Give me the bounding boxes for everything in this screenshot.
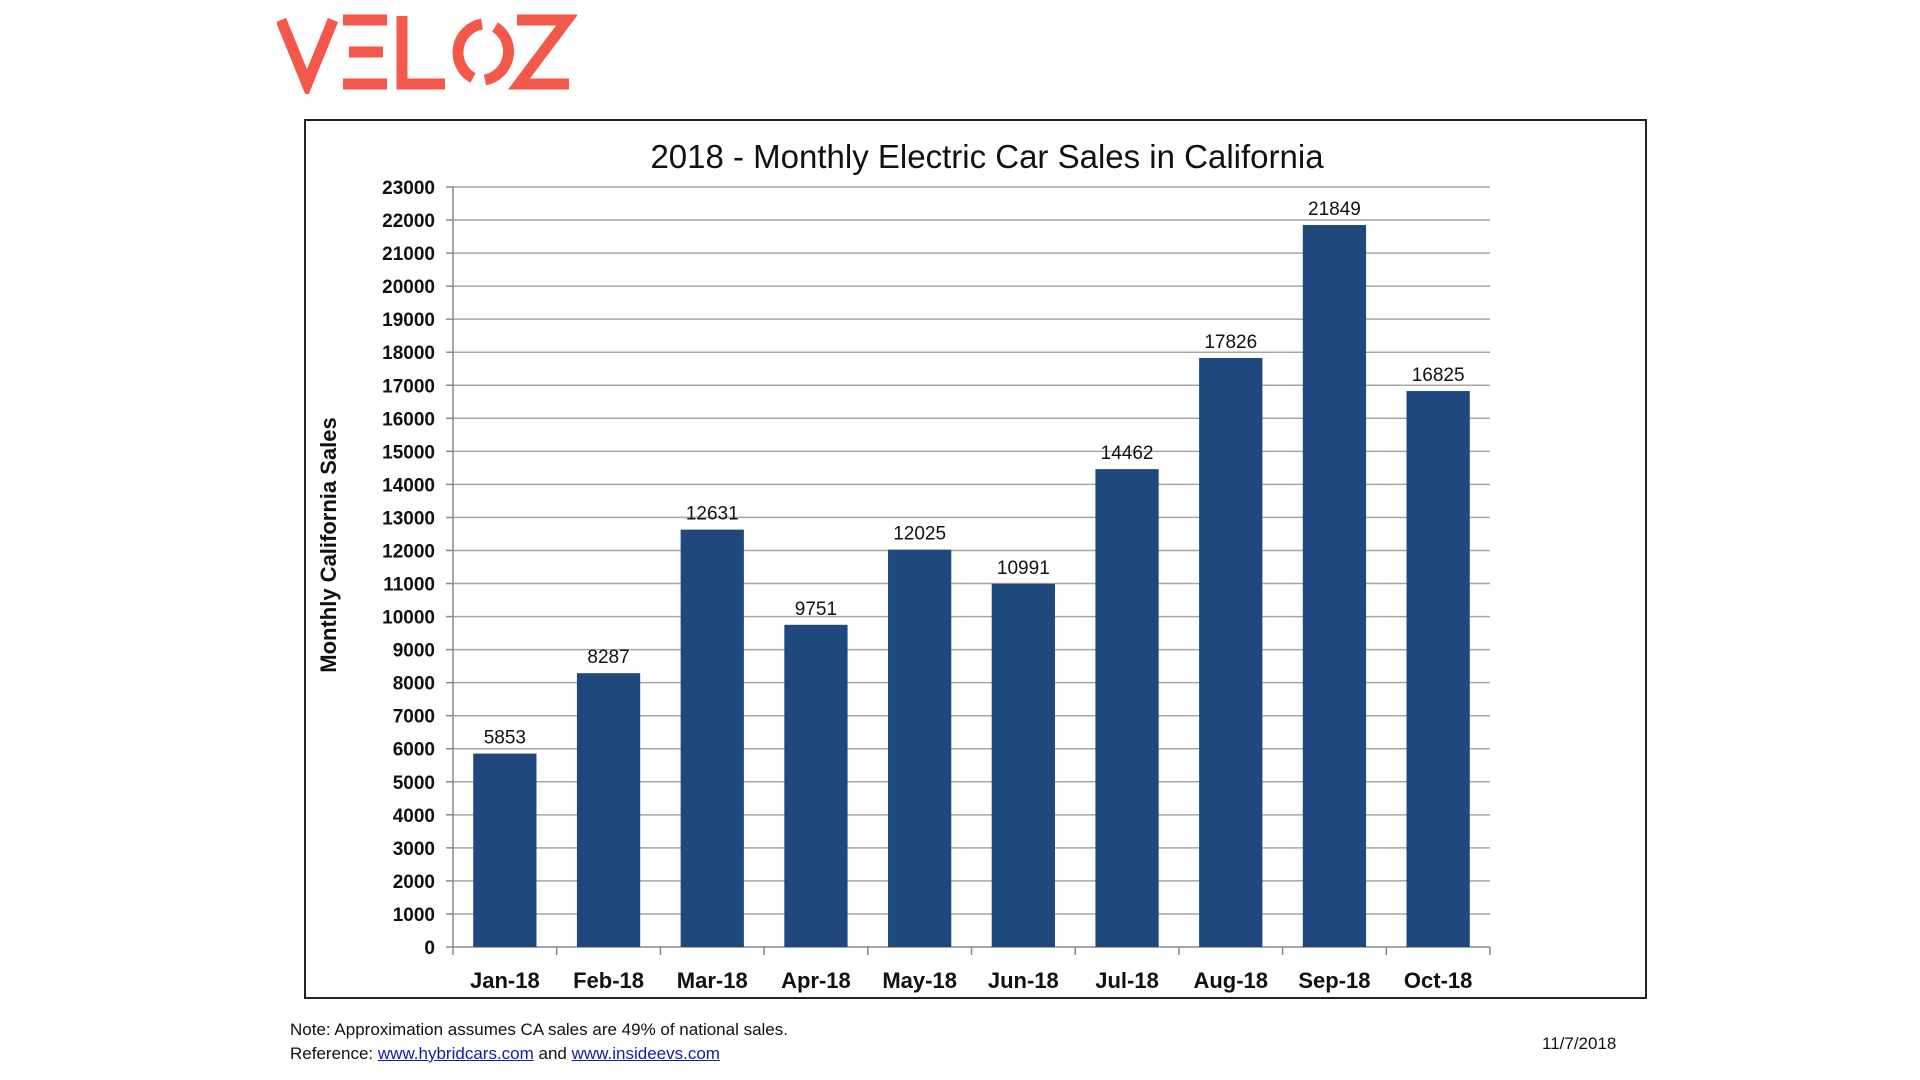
y-tick-label: 12000 xyxy=(382,541,435,562)
y-tick-label: 20000 xyxy=(382,277,435,298)
footer-reference: Reference: www.hybridcars.com and www.in… xyxy=(290,1044,720,1064)
bar-feb-18 xyxy=(576,673,641,947)
data-label: 17826 xyxy=(1204,332,1257,353)
y-tick-label: 7000 xyxy=(393,707,435,728)
insideevs-link[interactable]: www.insideevs.com xyxy=(571,1044,720,1063)
y-axis-label: Monthly California Sales xyxy=(316,417,341,673)
x-tick-label: Feb-18 xyxy=(573,968,644,993)
x-tick-label: Jul-18 xyxy=(1095,968,1159,993)
y-tick-label: 18000 xyxy=(382,343,435,364)
y-tick-label: 3000 xyxy=(393,839,435,860)
y-tick-label: 17000 xyxy=(382,376,435,397)
footer-note: Note: Approximation assumes CA sales are… xyxy=(290,1020,788,1039)
bar-sep-18 xyxy=(1302,225,1367,947)
data-label: 12025 xyxy=(893,524,946,545)
bar-jan-18 xyxy=(473,753,537,947)
y-tick-label: 2000 xyxy=(393,872,435,893)
data-label: 12631 xyxy=(686,504,739,525)
y-tick-label: 0 xyxy=(424,938,435,959)
veloz-logo xyxy=(277,14,577,94)
bar-apr-18 xyxy=(784,624,848,947)
y-tick-label: 9000 xyxy=(393,641,435,662)
y-tick-label: 10000 xyxy=(382,608,435,629)
x-tick-label: Sep-18 xyxy=(1298,968,1370,993)
x-tick-label: Jun-18 xyxy=(988,968,1059,993)
y-tick-label: 15000 xyxy=(382,442,435,463)
data-label: 14462 xyxy=(1101,443,1154,464)
chart-title: 2018 - Monthly Electric Car Sales in Cal… xyxy=(650,138,1324,175)
reference-label: Reference: xyxy=(290,1044,374,1063)
x-tick-label: Jan-18 xyxy=(470,968,540,993)
bar-mar-18 xyxy=(680,529,744,947)
x-tick-label: Aug-18 xyxy=(1193,968,1268,993)
data-label: 5853 xyxy=(484,728,526,749)
y-tick-label: 5000 xyxy=(393,773,435,794)
data-label: 16825 xyxy=(1412,365,1465,386)
data-label: 9751 xyxy=(795,599,837,620)
bar-jun-18 xyxy=(991,583,1055,947)
bar-jul-18 xyxy=(1095,469,1159,947)
y-tick-label: 19000 xyxy=(382,310,435,331)
y-tick-label: 1000 xyxy=(393,905,435,926)
y-tick-label: 8000 xyxy=(393,674,435,695)
y-tick-label: 4000 xyxy=(393,806,435,827)
data-label: 21849 xyxy=(1308,199,1361,220)
y-tick-label: 13000 xyxy=(382,508,435,529)
hybridcars-link[interactable]: www.hybridcars.com xyxy=(377,1044,534,1063)
bar-oct-18 xyxy=(1406,391,1470,948)
y-tick-label: 22000 xyxy=(382,211,435,232)
data-label: 8287 xyxy=(587,647,629,668)
y-tick-label: 23000 xyxy=(382,178,435,199)
y-tick-label: 14000 xyxy=(382,475,435,496)
x-tick-label: Oct-18 xyxy=(1404,968,1472,993)
y-tick-label: 11000 xyxy=(383,575,435,596)
y-tick-label: 6000 xyxy=(393,740,435,761)
date-stamp: 11/7/2018 xyxy=(1542,1034,1617,1053)
bar-aug-18 xyxy=(1199,357,1263,948)
y-tick-label: 21000 xyxy=(382,244,435,265)
x-tick-label: Mar-18 xyxy=(677,968,748,993)
y-tick-label: 16000 xyxy=(382,409,435,430)
x-tick-label: May-18 xyxy=(882,968,957,993)
and-text: and xyxy=(538,1044,567,1063)
data-label: 10991 xyxy=(997,558,1050,579)
bar-may-18 xyxy=(888,549,952,947)
x-tick-label: Apr-18 xyxy=(781,968,851,993)
